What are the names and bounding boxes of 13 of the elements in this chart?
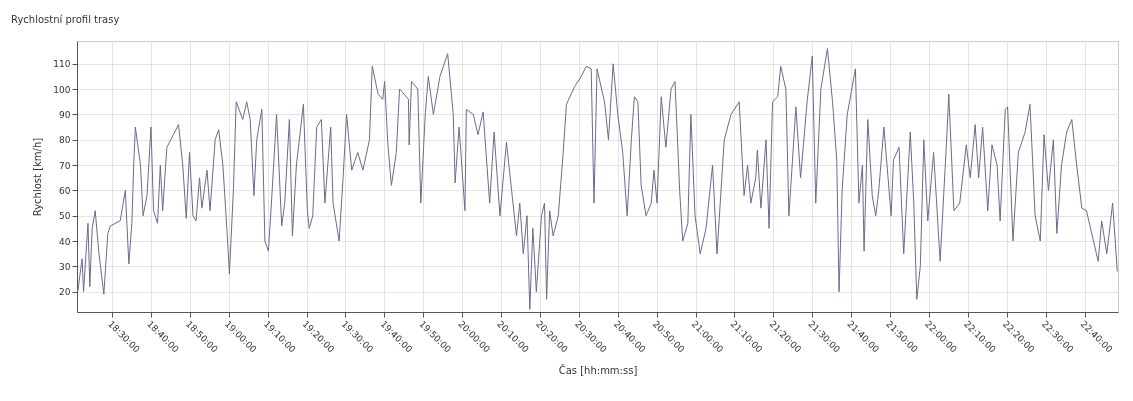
y-tick-label: 110 <box>53 59 71 70</box>
x-axis-title: Čas [hh:mm:ss] <box>558 364 638 377</box>
y-tick-label: 20 <box>59 287 71 298</box>
y-tick-label: 100 <box>53 84 71 95</box>
y-tick-label: 30 <box>59 261 71 272</box>
y-tick-label: 80 <box>59 135 71 146</box>
y-axis-title: Rychlost [km/h] <box>32 137 44 217</box>
chart-title: Rychlostní profil trasy <box>11 14 120 25</box>
y-tick-label: 60 <box>59 185 71 196</box>
y-tick-label: 90 <box>59 109 71 120</box>
y-tick-label: 50 <box>59 211 71 222</box>
y-tick-label: 40 <box>59 236 71 247</box>
y-tick-label: 70 <box>59 160 71 171</box>
